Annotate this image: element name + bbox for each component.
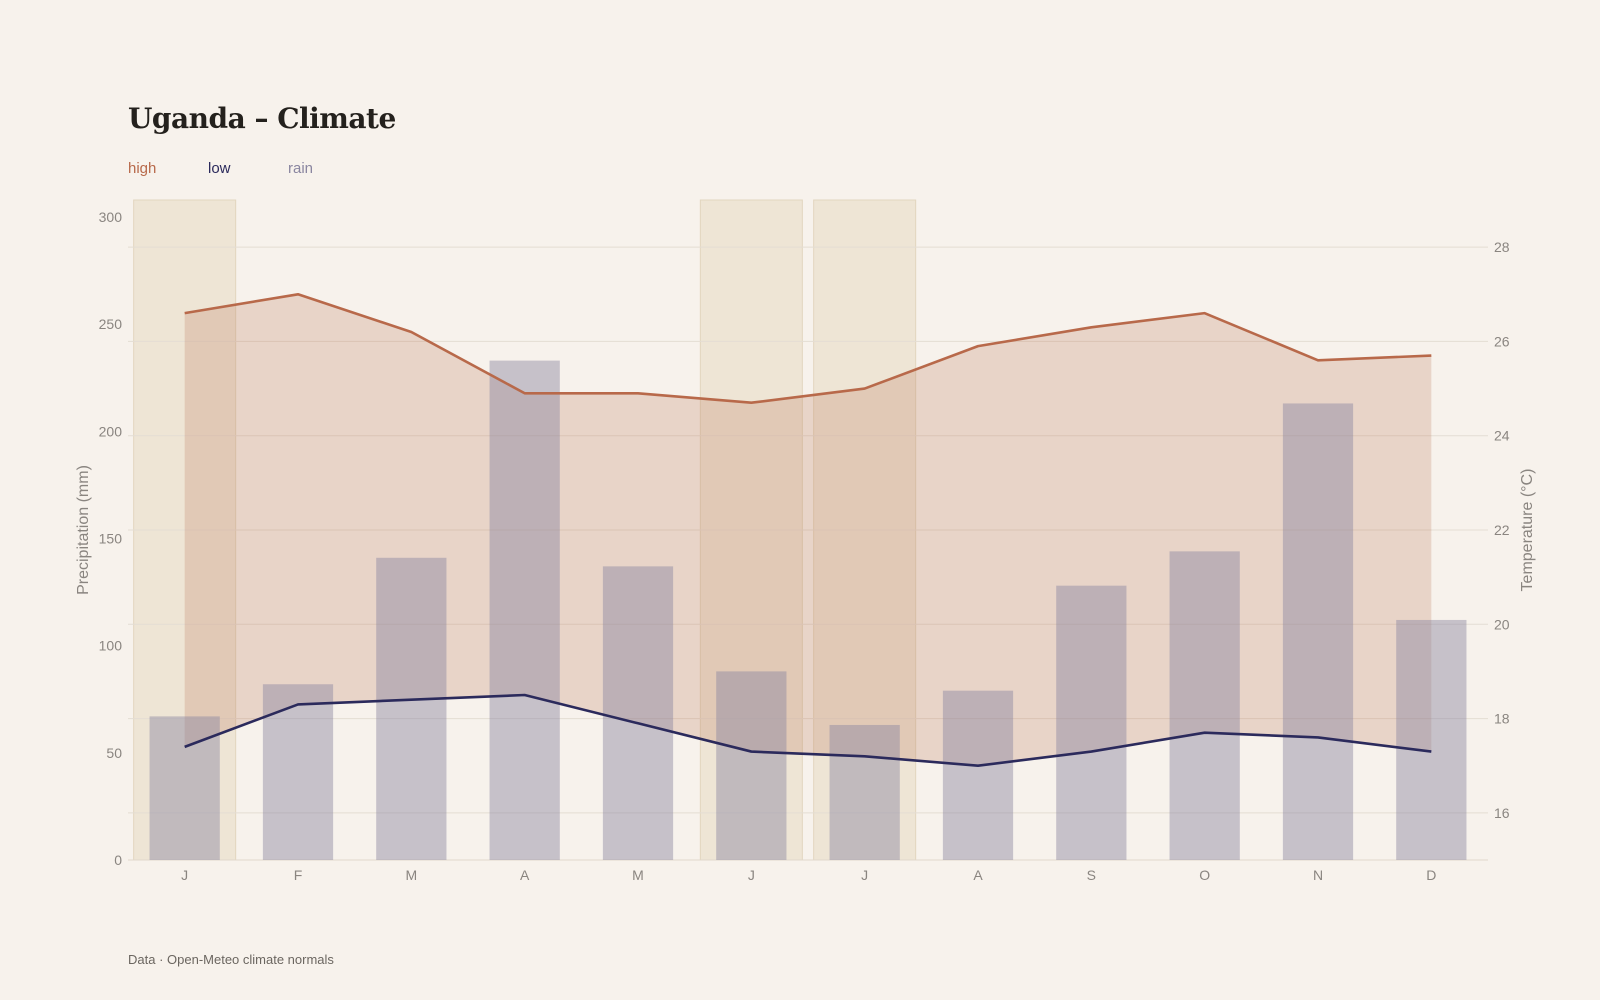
y-right-tick: 22 bbox=[1494, 522, 1510, 538]
x-tick: A bbox=[520, 867, 530, 883]
legend: high low rain bbox=[128, 160, 368, 177]
legend-high: high bbox=[128, 160, 157, 177]
high-temperature-line bbox=[184, 292, 1432, 405]
y-right-tick: 16 bbox=[1494, 805, 1510, 821]
y-left-tick: 200 bbox=[99, 423, 123, 439]
rain-bar bbox=[829, 724, 900, 860]
legend-low: low bbox=[208, 160, 231, 177]
x-tick: N bbox=[1313, 867, 1323, 883]
y-left-tick: 0 bbox=[114, 852, 122, 868]
y-axis-left-label: Precipitation (mm) bbox=[75, 465, 92, 595]
rain-bar bbox=[1169, 551, 1240, 860]
y-axis-right-label: Temperature (°C) bbox=[1519, 469, 1536, 592]
x-tick: A bbox=[973, 867, 983, 883]
rain-bar bbox=[602, 566, 674, 860]
y-right-tick: 28 bbox=[1494, 239, 1510, 255]
rain-bar bbox=[262, 684, 334, 860]
x-tick: J bbox=[861, 867, 868, 883]
x-tick: M bbox=[632, 867, 644, 883]
x-tick: M bbox=[405, 867, 417, 883]
y-left-tick: 150 bbox=[99, 531, 123, 547]
rain-bar bbox=[489, 360, 560, 860]
source-note: Data · Open-Meteo climate normals bbox=[128, 952, 334, 967]
y-left-tick: 300 bbox=[99, 209, 123, 225]
x-tick: O bbox=[1199, 867, 1210, 883]
rain-bar bbox=[376, 557, 447, 860]
x-tick: D bbox=[1426, 867, 1436, 883]
y-right-tick: 26 bbox=[1494, 333, 1510, 349]
y-left-tick: 250 bbox=[99, 316, 123, 332]
rain-bar bbox=[942, 690, 1014, 860]
x-tick: F bbox=[294, 867, 303, 883]
y-right-tick: 18 bbox=[1494, 711, 1510, 727]
y-right-tick: 24 bbox=[1494, 428, 1510, 444]
legend-rain: rain bbox=[288, 160, 314, 177]
temperature-range-area bbox=[184, 294, 1432, 766]
rain-bar bbox=[1056, 585, 1127, 860]
rain-bar bbox=[1282, 403, 1354, 860]
rain-bar bbox=[149, 716, 220, 860]
x-tick: J bbox=[748, 867, 755, 883]
rain-bar bbox=[1396, 619, 1467, 860]
y-left-tick: 50 bbox=[106, 745, 122, 761]
x-tick: J bbox=[181, 867, 188, 883]
chart-title: Uganda – Climate bbox=[128, 102, 396, 135]
low-temperature-line bbox=[184, 693, 1432, 768]
y-right-tick: 20 bbox=[1494, 616, 1510, 632]
rain-bar bbox=[716, 671, 787, 860]
y-left-tick: 100 bbox=[99, 638, 123, 654]
x-tick: S bbox=[1087, 867, 1096, 883]
